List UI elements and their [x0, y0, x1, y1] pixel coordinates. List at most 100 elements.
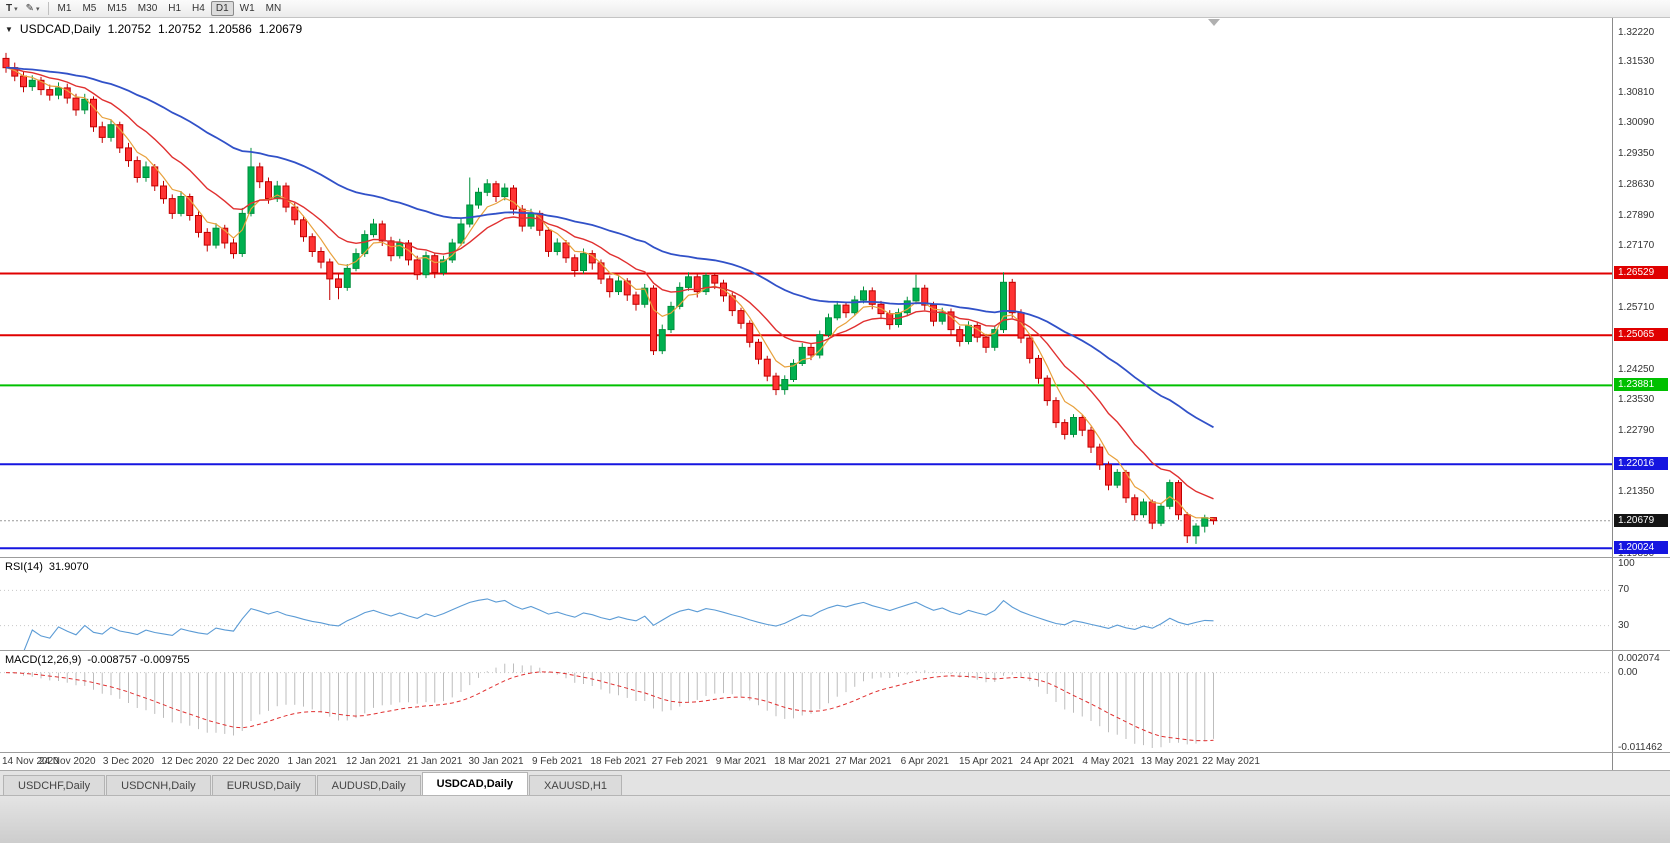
candle: [1166, 482, 1174, 507]
candle: [930, 304, 937, 322]
candle: [55, 87, 62, 96]
symbol-tab-usdcad[interactable]: USDCAD,Daily: [421, 772, 529, 795]
candle: [553, 242, 561, 252]
dropdown-caret-icon: ▾: [14, 5, 18, 13]
candle: [343, 267, 351, 288]
timeframe-button-m15[interactable]: M15: [107, 3, 127, 14]
candle: [632, 294, 640, 305]
macd-tick: 0.002074: [1618, 653, 1660, 664]
candle: [798, 346, 806, 364]
rsi-plot[interactable]: [0, 558, 1612, 650]
candle: [947, 311, 955, 331]
candle: [1078, 417, 1086, 431]
candle: [685, 276, 692, 288]
candle: [300, 219, 307, 238]
candle: [842, 304, 850, 314]
candle: [378, 223, 386, 242]
timeframe-button-d1[interactable]: D1: [210, 1, 234, 16]
candle: [431, 255, 439, 274]
macd-plot[interactable]: [0, 651, 1612, 752]
ohlc-close: 1.20679: [258, 22, 303, 36]
timeframe-button-w1[interactable]: W1: [239, 3, 255, 14]
macd-indicator-panel: MACD(12,26,9) -0.008757 -0.009755 0.00207…: [0, 651, 1670, 753]
candle: [571, 257, 579, 272]
candle: [825, 317, 832, 336]
price-chart-plot[interactable]: [0, 18, 1612, 557]
candle: [1183, 514, 1191, 537]
candle: [20, 75, 27, 88]
candle: [667, 305, 675, 331]
timeframe-button-m30[interactable]: M30: [137, 3, 158, 14]
candle: [973, 324, 981, 338]
rsi-tick: 30: [1618, 619, 1630, 631]
date-label: 12 Dec 2020: [161, 756, 219, 767]
candle: [982, 336, 990, 348]
date-label: 9 Mar 2021: [715, 756, 767, 767]
ma-line-fast: [5, 67, 1214, 520]
timeframe-button-h1[interactable]: H1: [168, 3, 182, 14]
candle: [763, 358, 771, 377]
date-label: 24 Apr 2021: [1020, 756, 1075, 767]
chart-tool-button[interactable]: T ▾: [2, 1, 22, 17]
rsi-line: [23, 598, 1214, 650]
level-price-badge: 1.23881: [1614, 378, 1668, 392]
candle: [1000, 281, 1007, 331]
candle: [466, 204, 474, 225]
rsi-chart: [0, 589, 1612, 650]
candle: [676, 286, 684, 307]
timeframe-button-m5[interactable]: M5: [82, 3, 97, 14]
symbol-tab-usdcnh[interactable]: USDCNH,Daily: [106, 775, 211, 795]
time-axis: 14 Nov 2020 24 Nov 2020 3 Dec 2020 12 Dec 2…: [0, 753, 1670, 771]
date-label: 21 Jan 2021: [407, 756, 463, 767]
current-price-badge: 1.20679: [1614, 513, 1668, 527]
chart-shift-marker-icon: [1208, 19, 1220, 26]
candle: [238, 212, 246, 254]
symbol-tab-eurusd[interactable]: EURUSD,Daily: [211, 775, 316, 795]
candle: [755, 341, 762, 360]
symbol-tab-usdchf[interactable]: USDCHF,Daily: [3, 775, 106, 795]
axis-corner: [1612, 753, 1670, 770]
candle: [658, 329, 666, 352]
macd-values: -0.008757 -0.009755: [87, 654, 190, 666]
candle: [1026, 337, 1034, 359]
symbol-tab-audusd[interactable]: AUDUSD,Daily: [316, 775, 421, 795]
candle: [247, 166, 255, 214]
candle: [772, 375, 780, 391]
candle: [1140, 501, 1147, 516]
candle: [1035, 357, 1042, 379]
candle: [650, 287, 657, 352]
drawing-tool-button[interactable]: ✎ ▾: [22, 1, 44, 17]
timeframe-button-mn[interactable]: MN: [265, 3, 282, 14]
drawing-tool-button-icon: ✎: [25, 3, 35, 14]
chart-collapse-icon[interactable]: ▼: [5, 24, 13, 34]
candle: [160, 185, 167, 200]
timeframe-button-h4[interactable]: H4: [192, 3, 205, 14]
macd-axis: 0.002074 0.00 -0.011462: [1612, 651, 1670, 752]
timeframe-button-m1[interactable]: M1: [57, 3, 72, 14]
date-label: 30 Jan 2021: [468, 756, 524, 767]
candle: [1105, 464, 1112, 486]
rsi-label: RSI(14) 31.9070: [5, 561, 89, 573]
ma-line-medium: [5, 66, 1214, 500]
toolbar-tool-group: T ▾ ✎ ▾: [2, 1, 44, 17]
macd-tick: -0.011462: [1618, 742, 1663, 752]
candle: [606, 278, 614, 293]
date-label: 6 Apr 2021: [900, 756, 949, 767]
candle: [711, 275, 719, 284]
candle: [1052, 400, 1060, 424]
candle: [492, 183, 500, 198]
symbol-tab-xauusd[interactable]: XAUUSD,H1: [529, 775, 622, 795]
candle: [833, 304, 841, 319]
candle: [868, 290, 876, 305]
candle: [1113, 471, 1121, 486]
rsi-tick: 100: [1618, 558, 1635, 569]
candle: [1201, 517, 1209, 527]
rsi-value: 31.9070: [48, 561, 89, 573]
candle: [1192, 525, 1200, 537]
candle: [991, 329, 999, 348]
candle: [46, 89, 54, 96]
candle: [168, 198, 176, 214]
candle: [81, 98, 89, 111]
candle: [1043, 377, 1051, 402]
